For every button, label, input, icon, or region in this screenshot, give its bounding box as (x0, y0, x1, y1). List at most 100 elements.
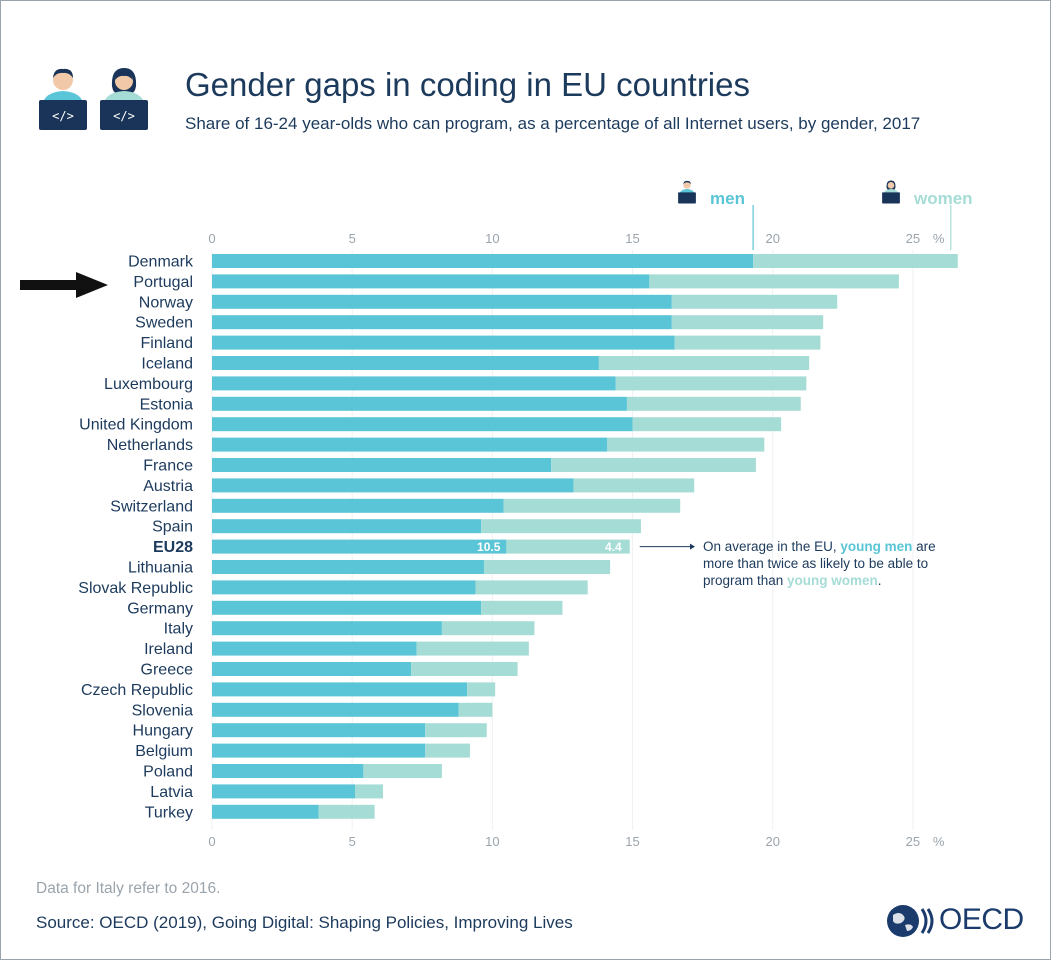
x-tick-label-bottom: 25 (906, 834, 920, 849)
bar-women (318, 804, 375, 819)
bar-men (212, 519, 482, 534)
annotation-text-2: are more than twice as likely to be able… (703, 539, 936, 588)
svg-text:</>: </> (113, 109, 135, 123)
women-legend-icon (882, 180, 900, 204)
bar-women (481, 519, 641, 534)
bar-men (212, 294, 672, 309)
bar-men (212, 804, 319, 819)
bar-women (671, 315, 824, 330)
x-tick-label-top: 5 (349, 231, 356, 246)
bar-men (212, 335, 675, 350)
bar-men (212, 396, 627, 411)
annotation-arrowhead (690, 543, 695, 550)
bar-men (212, 315, 672, 330)
bar-women (467, 682, 496, 697)
x-tick-label-top: 25 (906, 231, 920, 246)
bar-men (212, 356, 599, 370)
bar-women (425, 743, 470, 758)
legend-men-label: men (710, 189, 745, 208)
category-label: France (143, 458, 193, 475)
bar-men (212, 682, 468, 697)
bar-men (212, 641, 417, 656)
x-unit-label-top: % (933, 231, 945, 246)
bar-women (649, 274, 899, 289)
x-unit-label-bottom: % (933, 834, 945, 849)
men-legend-icon (678, 180, 696, 204)
bar-men (212, 764, 364, 778)
data-label-women: 4.4 (605, 540, 622, 554)
category-label: Ireland (144, 641, 193, 658)
category-label: Luxembourg (104, 376, 193, 393)
category-label: Slovak Republic (78, 580, 193, 597)
category-label: Portugal (133, 274, 193, 291)
bar-women (503, 498, 681, 513)
x-tick-label-top: 10 (485, 231, 499, 246)
category-label: Netherlands (107, 437, 193, 454)
x-tick-label-bottom: 15 (625, 834, 639, 849)
category-label: Latvia (150, 784, 193, 801)
category-label: Turkey (145, 804, 193, 821)
bar-men (212, 498, 504, 513)
category-label: Spain (152, 519, 193, 536)
category-label: Estonia (140, 396, 193, 413)
x-tick-label-bottom: 20 (765, 834, 779, 849)
annotation-men-highlight: young men (840, 539, 913, 554)
annotation-women-highlight: young women (787, 573, 878, 588)
category-label: Belgium (135, 743, 193, 760)
x-tick-label-bottom: 0 (208, 834, 215, 849)
bar-men (212, 560, 484, 574)
woman-coder-icon: </> (100, 68, 148, 130)
bar-men (212, 621, 442, 636)
category-label: Finland (141, 335, 193, 352)
category-label: Switzerland (110, 498, 193, 515)
bar-women (481, 600, 563, 615)
bar-women (425, 723, 487, 738)
source-line: Source: OECD (2019), Going Digital: Shap… (36, 913, 573, 932)
bar-women (506, 539, 630, 554)
annotation-text-1: On average in the EU, (703, 539, 841, 554)
category-label: Austria (143, 478, 193, 495)
svg-text:</>: </> (52, 109, 74, 123)
bar-men (212, 417, 633, 432)
x-tick-label-bottom: 10 (485, 834, 499, 849)
category-label: EU28 (153, 539, 193, 556)
annotation-text-3: . (877, 573, 882, 588)
category-label: Greece (141, 662, 194, 679)
category-label: Denmark (128, 254, 194, 271)
bar-women (354, 784, 384, 799)
eu-annotation: On average in the EU, young men are more… (703, 538, 965, 589)
x-tick-label-bottom: 5 (349, 834, 356, 849)
category-label: Germany (127, 600, 193, 617)
category-label: Hungary (133, 723, 193, 740)
category-label: Poland (143, 764, 193, 781)
bar-women (551, 458, 756, 472)
category-label: Czech Republic (81, 682, 193, 699)
x-tick-label-top: 20 (765, 231, 779, 246)
man-coder-icon: </> (39, 68, 87, 130)
bar-men (212, 743, 426, 758)
bar-men (212, 376, 616, 391)
category-label: Iceland (141, 356, 193, 373)
bar-women (671, 294, 838, 309)
bar-women (411, 662, 518, 676)
oecd-logo-text: OECD (939, 903, 1024, 936)
bar-women (475, 580, 588, 595)
category-label: Sweden (135, 315, 193, 332)
bar-men (212, 478, 574, 493)
footnote: Data for Italy refer to 2016. (36, 880, 221, 897)
bar-women (615, 376, 807, 391)
x-tick-label-top: 15 (625, 231, 639, 246)
bar-men (212, 254, 754, 268)
bar-women (416, 641, 529, 656)
bar-men (212, 723, 426, 738)
category-label: Slovenia (132, 702, 193, 719)
chart-subtitle: Share of 16-24 year-olds who can program… (185, 114, 921, 133)
bar-women (573, 478, 695, 493)
bar-women (483, 560, 611, 574)
bar-men (212, 274, 650, 289)
bar-men (212, 784, 355, 799)
bar-women (441, 621, 535, 636)
bar-women (607, 437, 765, 452)
category-label: United Kingdom (79, 417, 193, 434)
bar-women (458, 702, 493, 717)
